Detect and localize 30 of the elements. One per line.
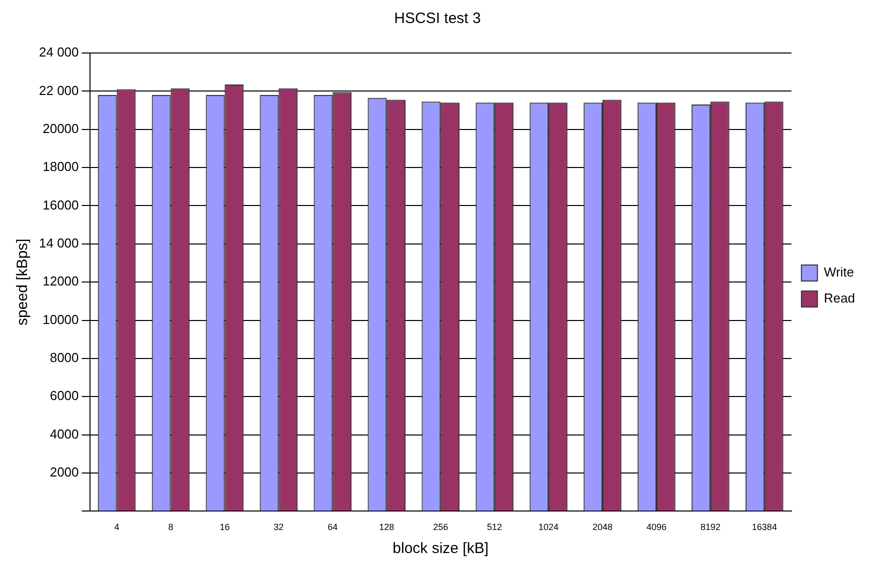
y-tick-label: 16000 xyxy=(42,197,79,212)
y-tick-label: 24 000 xyxy=(38,44,79,60)
y-tick-label: 2000 xyxy=(50,464,79,480)
chart-title: HSCSI test 3 xyxy=(394,10,481,28)
x-tick-label: 8 xyxy=(168,522,174,532)
y-tick-label: 12000 xyxy=(42,274,79,289)
x-tick-label: 4 xyxy=(114,522,120,532)
x-tick-label: 1024 xyxy=(538,522,559,532)
x-tick-label: 16384 xyxy=(752,522,777,532)
legend-label: Read xyxy=(824,290,855,306)
x-tick-label: 512 xyxy=(487,522,502,532)
x-tick-label: 4096 xyxy=(646,522,667,532)
legend-label: Write xyxy=(824,264,854,280)
x-tick-label: 8192 xyxy=(700,522,720,532)
y-tick-label: 4000 xyxy=(50,426,79,442)
x-tick-label: 2048 xyxy=(592,522,613,532)
x-tick-label: 32 xyxy=(274,522,284,532)
y-tick-label: 20000 xyxy=(42,120,79,136)
x-tick-label: 64 xyxy=(328,522,338,532)
x-tick-label: 16 xyxy=(220,522,230,532)
x-tick-label: 256 xyxy=(433,522,448,532)
x-tick-label: 128 xyxy=(379,522,394,532)
y-tick-label: 8000 xyxy=(50,350,79,366)
y-axis-title: speed [kBps] xyxy=(14,238,32,326)
y-tick-label: 6000 xyxy=(50,388,79,404)
x-axis-title: block size [kB] xyxy=(392,540,489,558)
y-tick-label: 18000 xyxy=(42,159,79,174)
y-tick-label: 14 000 xyxy=(38,235,79,250)
y-tick-label: 22 000 xyxy=(38,82,79,98)
y-tick-label: 10000 xyxy=(42,312,79,327)
